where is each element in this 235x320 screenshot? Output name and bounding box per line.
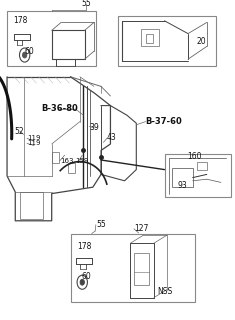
Circle shape [23, 52, 27, 58]
Text: 127: 127 [134, 224, 148, 233]
Text: B-36-80: B-36-80 [41, 104, 78, 113]
Text: 178: 178 [13, 16, 27, 25]
Bar [146, 34, 153, 43]
Bar [20, 192, 43, 219]
Bar [134, 253, 149, 285]
Bar [7, 11, 96, 66]
Text: 39: 39 [89, 124, 99, 132]
Bar [52, 152, 59, 163]
Text: 60: 60 [81, 272, 91, 281]
Text: 119: 119 [27, 140, 40, 146]
Text: 93: 93 [177, 181, 187, 190]
Text: 160: 160 [187, 152, 201, 161]
Text: NSS: NSS [157, 287, 173, 296]
Bar [68, 163, 75, 173]
Bar [70, 234, 195, 302]
Bar [141, 29, 159, 46]
Bar [164, 154, 231, 197]
Text: 43: 43 [107, 133, 117, 142]
Bar [172, 168, 193, 187]
Text: 159: 159 [75, 158, 89, 164]
Circle shape [80, 279, 84, 285]
Text: 55: 55 [96, 220, 106, 229]
Bar [118, 16, 216, 66]
Text: 52: 52 [14, 127, 24, 136]
Text: B-37-60: B-37-60 [146, 117, 182, 126]
Text: 60: 60 [25, 47, 34, 56]
Text: 55: 55 [81, 0, 91, 8]
Text: 178: 178 [78, 242, 92, 251]
Text: 119: 119 [27, 135, 40, 141]
Bar [197, 162, 207, 170]
Text: 20: 20 [196, 37, 206, 46]
Text: 163: 163 [60, 158, 73, 164]
